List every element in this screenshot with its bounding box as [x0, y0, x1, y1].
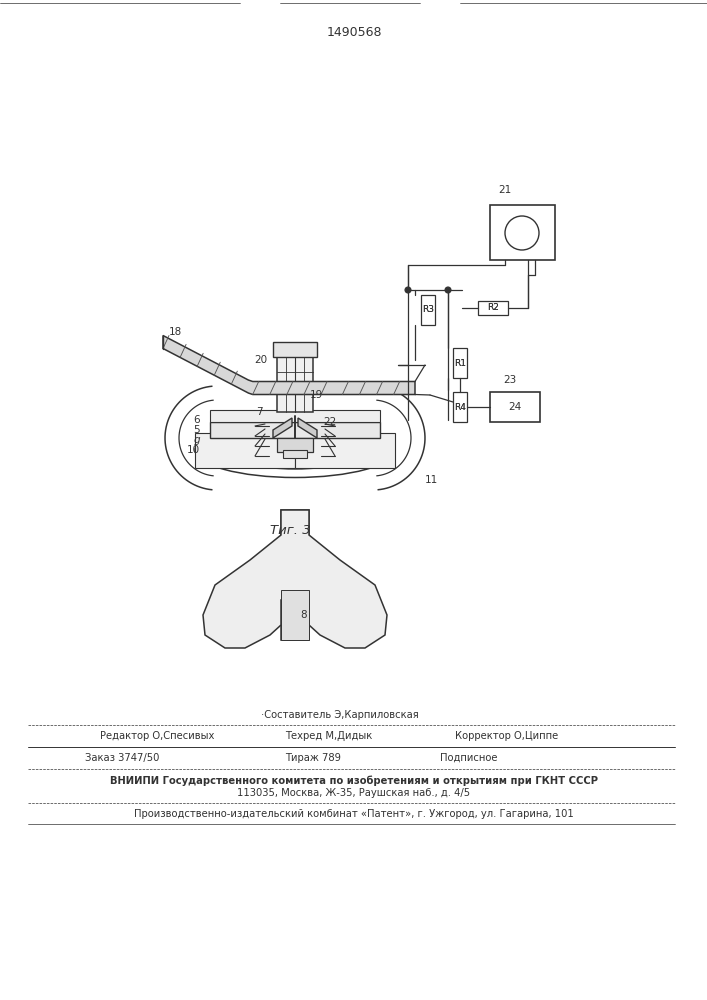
Text: 5: 5 — [194, 425, 200, 435]
Text: 21: 21 — [498, 185, 512, 195]
Text: R3: R3 — [422, 306, 434, 314]
Text: Редактор О,Спесивых: Редактор О,Спесивых — [100, 731, 214, 741]
Polygon shape — [273, 418, 292, 438]
Circle shape — [445, 287, 451, 293]
Bar — [490, 205, 555, 260]
Polygon shape — [298, 418, 317, 438]
Text: 6: 6 — [194, 415, 200, 425]
Bar — [283, 450, 307, 458]
Bar — [295, 433, 395, 468]
Text: 23: 23 — [503, 375, 516, 385]
Text: g: g — [194, 435, 200, 445]
Text: Заказ 3747/50: Заказ 3747/50 — [85, 753, 159, 763]
Text: 113035, Москва, Ж-35, Раушская наб., д. 4/5: 113035, Москва, Ж-35, Раушская наб., д. … — [238, 788, 471, 798]
Text: R1: R1 — [454, 359, 466, 367]
Bar — [273, 342, 317, 357]
Text: 22: 22 — [323, 417, 337, 427]
Text: 10: 10 — [187, 445, 200, 455]
Text: R4: R4 — [454, 402, 466, 412]
Bar — [210, 410, 380, 422]
Text: Τиг. 3: Τиг. 3 — [269, 524, 310, 536]
Text: Тираж 789: Тираж 789 — [285, 753, 341, 763]
Bar — [478, 301, 508, 315]
Bar — [277, 438, 313, 452]
Text: ВНИИПИ Государственного комитета по изобретениям и открытиям при ГКНТ СССР: ВНИИПИ Государственного комитета по изоб… — [110, 776, 598, 786]
Text: R2: R2 — [487, 304, 499, 312]
Text: 19: 19 — [310, 390, 323, 400]
Text: 18: 18 — [168, 327, 182, 337]
Text: Корректор О,Циппе: Корректор О,Циппе — [455, 731, 559, 741]
Text: Производственно-издательский комбинат «Патент», г. Ужгород, ул. Гагарина, 101: Производственно-издательский комбинат «П… — [134, 809, 574, 819]
Bar — [210, 422, 380, 438]
Bar — [277, 352, 313, 412]
Text: 11: 11 — [425, 475, 438, 485]
Text: 8: 8 — [300, 610, 307, 620]
Bar — [421, 295, 435, 325]
Text: 7: 7 — [257, 407, 263, 417]
Text: 20: 20 — [254, 355, 267, 365]
Bar — [453, 348, 467, 378]
Text: 1490568: 1490568 — [326, 25, 382, 38]
Text: R3: R3 — [422, 306, 434, 314]
Text: ·Составитель Э,Карпиловская: ·Составитель Э,Карпиловская — [261, 710, 419, 720]
Text: Техред М,Дидык: Техред М,Дидык — [285, 731, 373, 741]
Bar — [281, 510, 309, 640]
Bar — [281, 590, 309, 640]
Circle shape — [405, 287, 411, 293]
Text: R4: R4 — [454, 402, 466, 412]
Polygon shape — [203, 510, 387, 648]
Polygon shape — [163, 336, 415, 394]
Text: R2: R2 — [487, 304, 499, 312]
Bar — [490, 392, 540, 422]
Text: 24: 24 — [508, 402, 522, 412]
Text: Подписное: Подписное — [440, 753, 498, 763]
Bar — [453, 392, 467, 422]
Bar — [195, 433, 295, 468]
Text: R1: R1 — [454, 359, 466, 367]
